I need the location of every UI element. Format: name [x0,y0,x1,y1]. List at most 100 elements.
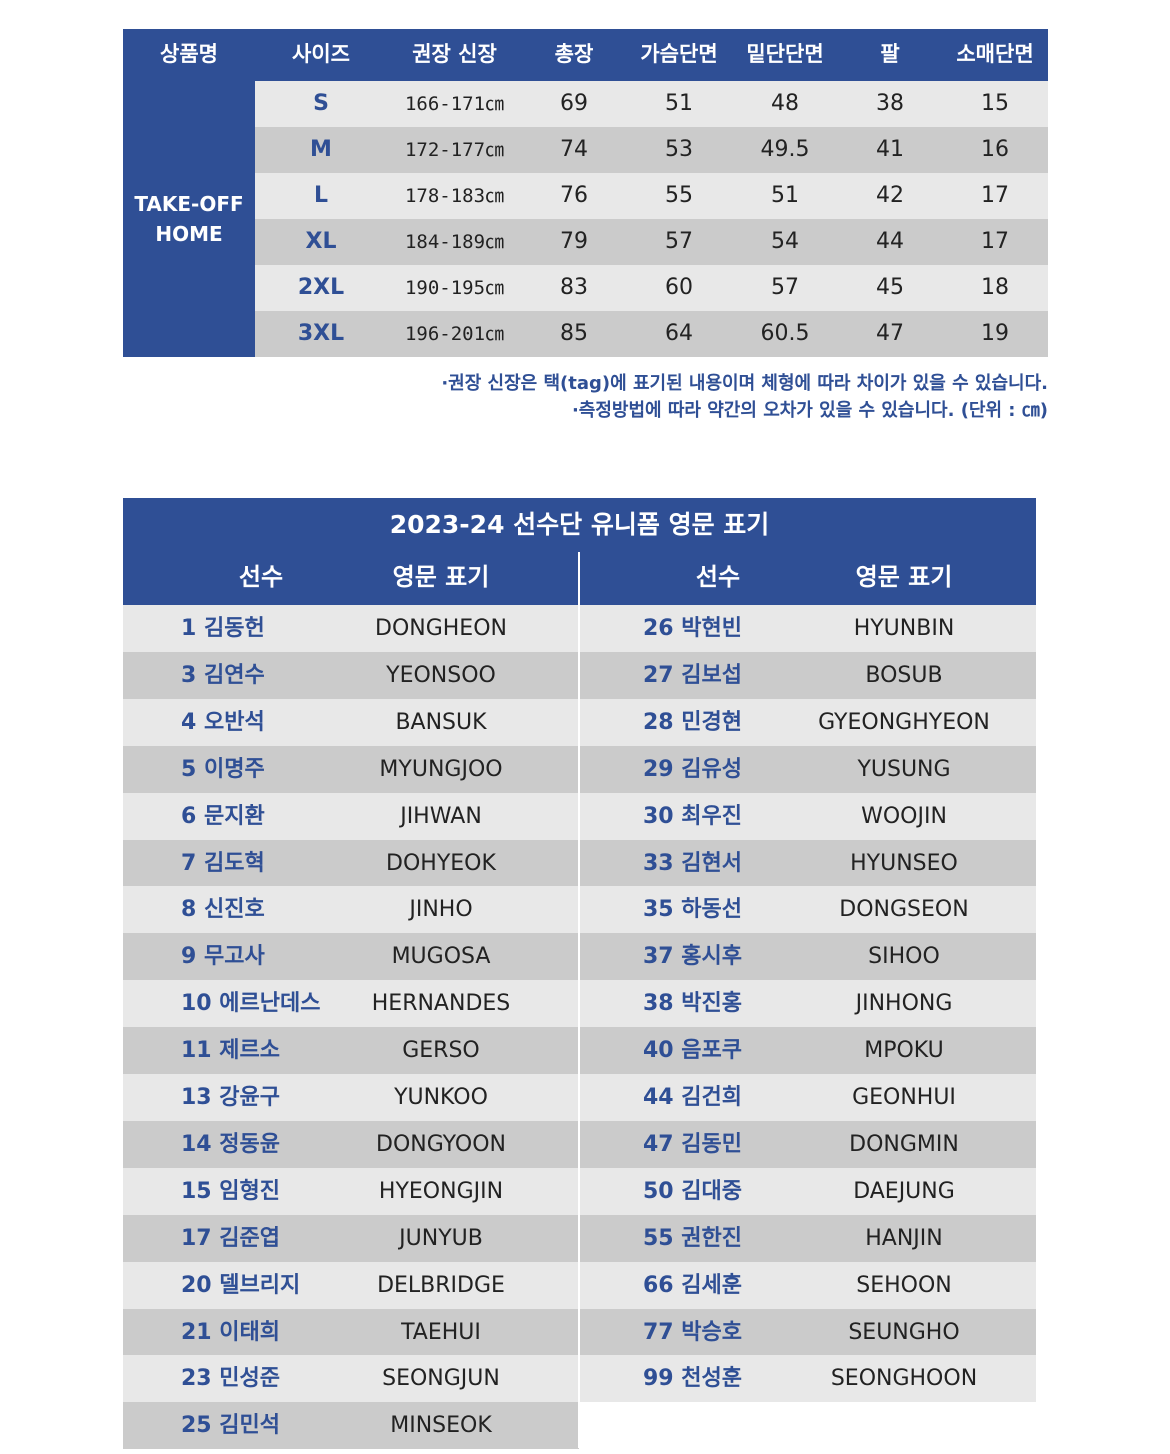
player-english-name: JUNYUB [399,1225,483,1251]
product-name-line2: HOME [155,222,223,246]
player-english-name: DONGMIN [849,1131,959,1157]
player-name: 1 김동헌 [181,616,265,641]
size-cell-size: XL [305,229,337,254]
player-row: 29 김유성 YUSUNG [580,745,1036,793]
player-english-name: MINSEOK [390,1413,492,1439]
player-row: 9 무고사 MUGOSA [123,933,579,981]
player-row: 66 김세훈 SEHOON [580,1261,1036,1309]
player-row: 37 홍시후 SIHOO [580,933,1036,981]
player-row: 10 에르난데스 HERNANDES [123,980,579,1028]
player-row: 8 신진호 JINHO [123,886,579,934]
player-row: 40 음포쿠 MPOKU [580,1027,1036,1075]
size-cell-hem: 54 [771,229,799,254]
player-english-name: BOSUB [865,662,943,688]
player-row: 5 이명주 MYUNGJOO [123,745,579,793]
player-english-name: MUGOSA [391,944,491,970]
player-english-name: SEUNGHO [848,1319,960,1345]
player-name: 44 김건희 [643,1085,742,1110]
player-row: 28 민경현 GYEONGHYEON [580,698,1036,746]
size-cell-chest: 51 [665,91,693,116]
player-english-name: HYEONGJIN [378,1178,504,1204]
player-name: 47 김동민 [643,1131,742,1157]
size-row: 2XL 190-195㎝ 83 60 57 45 18 [255,265,1048,311]
player-row: 25 김민석 MINSEOK [123,1402,579,1450]
size-cell-size: S [313,91,329,116]
product-name-line1: TAKE-OFF [134,192,244,216]
player-name: 8 신진호 [181,897,265,923]
size-row: L 178-183㎝ 76 55 51 42 17 [255,173,1048,219]
header-total-length: 총장 [554,42,594,66]
header-sleeve-width: 소매단면 [956,42,1034,66]
player-english-name: JINHONG [855,991,953,1017]
player-english-name: HERNANDES [371,991,511,1017]
player-row: 38 박진홍 JINHONG [580,980,1036,1028]
size-cell-size: L [313,183,329,208]
player-row: 30 최우진 WOOJIN [580,792,1036,840]
player-row: 23 민성준 SEONGJUN [123,1355,579,1403]
header-size: 사이즈 [292,42,350,66]
size-cell-arm: 41 [876,137,904,162]
player-name: 7 김도혁 [181,850,265,876]
player-row: 6 문지환 JIHWAN [123,792,579,840]
player-english-name: HANJIN [865,1225,943,1251]
size-cell-arm: 44 [876,229,904,254]
player-name: 55 권한진 [643,1225,742,1251]
player-name: 23 민성준 [181,1366,280,1392]
note-line-1: ·권장 신장은 택(tag)에 표기된 내용이며 체형에 따라 차이가 있을 수… [441,373,1048,394]
player-english-name: SIHOO [868,944,940,970]
player-row: 14 정동윤 DONGYOON [123,1120,579,1168]
player-row: 50 김대중 DAEJUNG [580,1167,1036,1215]
size-cell-height: 196-201㎝ [404,323,505,345]
player-name: 20 델브리지 [181,1272,301,1298]
player-row: 35 하동선 DONGSEON [580,886,1036,934]
player-english-name: DAEJUNG [853,1178,955,1204]
player-name: 50 김대중 [643,1178,742,1204]
player-english-name: YUSUNG [857,756,951,782]
size-cell-sleeve: 16 [981,137,1009,162]
product-name-cell: TAKE-OFF HOME [123,81,255,357]
player-row: 26 박현빈 HYUNBIN [580,605,1036,652]
player-table-title: 2023-24 선수단 유니폼 영문 표기 [123,498,1036,552]
size-cell-hem: 48 [771,91,799,116]
player-row: 13 강윤구 YUNKOO [123,1074,579,1121]
player-name-table: 2023-24 선수단 유니폼 영문 표기 선수 영문 표기 선수 영문 표기 … [123,498,1036,1450]
player-english-name: DELBRIDGE [377,1272,505,1298]
player-row: 27 김보섭 BOSUB [580,651,1036,699]
header-english: 영문 표기 [855,563,953,591]
player-name: 3 김연수 [181,662,265,688]
player-name: 28 민경현 [643,709,742,735]
size-cell-length: 69 [560,91,588,116]
header-player: 선수 [695,563,741,591]
size-cell-hem: 60.5 [760,321,810,346]
player-english-name: SEHOON [856,1272,952,1298]
header-hem-width: 밑단단면 [746,42,824,66]
size-chart-table: 상품명 사이즈 권장 신장 총장 가슴단면 밑단단면 팔 소매단면 TAKE-O… [123,29,1048,357]
player-row: 55 권한진 HANJIN [580,1214,1036,1262]
player-name: 99 천성훈 [643,1366,742,1392]
player-english-name: SEONGHOON [830,1366,978,1392]
header-english: 영문 표기 [392,563,490,591]
player-name: 27 김보섭 [643,662,742,688]
size-notes: ·권장 신장은 택(tag)에 표기된 내용이며 체형에 따라 차이가 있을 수… [441,370,1048,424]
player-english-name: DOHYEOK [386,850,496,876]
player-english-name: JIHWAN [400,803,482,829]
player-name: 30 최우진 [643,803,742,829]
size-cell-length: 85 [560,321,588,346]
player-name: 35 하동선 [643,897,742,923]
player-name: 21 이태희 [181,1319,280,1345]
player-english-name: DONGYOON [376,1131,506,1157]
player-english-name: TAEHUI [401,1319,481,1345]
player-row: 1 김동헌 DONGHEON [123,605,579,652]
player-english-name: MPOKU [864,1038,944,1064]
size-row: S 166-171㎝ 69 51 48 38 15 [255,81,1048,127]
size-cell-height: 166-171㎝ [404,93,505,115]
player-row: 21 이태희 TAEHUI [123,1308,579,1356]
size-cell-height: 178-183㎝ [404,185,505,207]
player-row: 77 박승호 SEUNGHO [580,1308,1036,1356]
header-arm: 팔 [880,42,900,66]
player-english-name: BANSUK [395,709,487,735]
player-name: 5 이명주 [181,756,265,782]
player-row: 11 제르소 GERSO [123,1027,579,1075]
player-name: 25 김민석 [181,1413,280,1439]
player-row: 15 임형진 HYEONGJIN [123,1167,579,1215]
